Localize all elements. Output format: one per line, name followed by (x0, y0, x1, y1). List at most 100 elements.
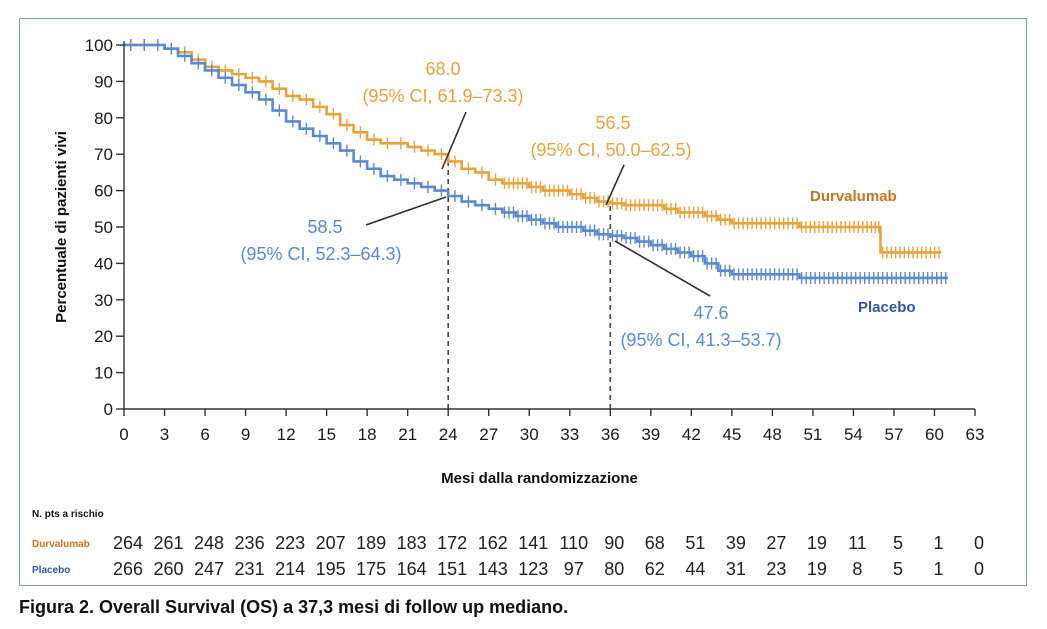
risk-value: 143 (478, 559, 508, 579)
x-tick-label: 45 (722, 425, 741, 444)
y-tick-label: 50 (94, 218, 113, 237)
risk-value: 223 (275, 533, 305, 553)
risk-value: 236 (235, 533, 265, 553)
x-tick-label: 9 (241, 425, 250, 444)
y-tick-label: 90 (94, 72, 113, 91)
figure-frame: 0 10 20 30 40 50 60 70 80 90 100 0 3 6 9 12 15 18 21 24 27 30… (19, 18, 1027, 586)
risk-value: 261 (154, 533, 184, 553)
x-tick-label: 27 (479, 425, 498, 444)
risk-value: 11 (848, 533, 867, 553)
x-tick-label: 30 (520, 425, 539, 444)
axes: 0 10 20 30 40 50 60 70 80 90 100 0 3 6 9 12 15 18 21 24 27 30… (53, 36, 984, 487)
risk-value: 19 (807, 533, 827, 553)
annotation-ci: (95% CI, 41.3–53.7) (620, 330, 781, 350)
risk-value: 214 (275, 559, 305, 579)
y-tick-label: 0 (104, 400, 113, 419)
annotation-pointer (605, 164, 625, 206)
annotation-pointers (365, 111, 711, 297)
risk-value: 189 (356, 533, 386, 553)
annotation-value: 68.0 (425, 59, 460, 79)
x-tick-label: 39 (641, 425, 660, 444)
risk-value: 110 (559, 533, 588, 553)
x-tick-label: 0 (119, 425, 128, 444)
risk-value: 5 (893, 533, 903, 553)
risk-value: 62 (645, 559, 665, 579)
risk-value: 247 (194, 559, 224, 579)
risk-value: 19 (807, 559, 827, 579)
risk-value: 97 (564, 559, 584, 579)
y-tick-label: 80 (94, 109, 113, 128)
risk-value: 231 (235, 559, 265, 579)
reference-lines (447, 161, 612, 409)
risk-table-title: N. pts a rischio (32, 509, 104, 520)
risk-value: 68 (645, 533, 665, 553)
x-tick-label: 54 (844, 425, 863, 444)
x-tick-label: 33 (560, 425, 579, 444)
risk-value: 44 (685, 559, 705, 579)
risk-value: 5 (893, 559, 903, 579)
x-tick-label: 42 (682, 425, 701, 444)
y-tick-label: 70 (94, 145, 113, 164)
risk-value: 27 (766, 533, 786, 553)
x-axis-title: Mesi dalla randomizzazione (441, 470, 638, 487)
annotation-value: 56.5 (595, 113, 630, 133)
risk-value: 195 (316, 559, 346, 579)
x-tick-label: 57 (884, 425, 903, 444)
x-tick-label: 15 (317, 425, 336, 444)
chart-labels: Durvalumab Placebo 68.0 (95% CI, 61.9–73.3)… (240, 59, 915, 350)
annotation-value: 58.5 (307, 217, 342, 237)
risk-value: 175 (356, 559, 386, 579)
x-tick-label: 60 (925, 425, 944, 444)
x-tick-label: 24 (439, 425, 458, 444)
censor-marks-placebo (130, 39, 947, 284)
x-tick-label: 48 (763, 425, 782, 444)
annotation-pointer (441, 111, 467, 170)
annotation-pointer (614, 240, 711, 297)
y-tick-label: 30 (94, 291, 113, 310)
y-tick-label: 60 (94, 182, 113, 201)
risk-value: 90 (604, 533, 624, 553)
x-tick-label: 21 (398, 425, 417, 444)
annotation-pointer (365, 196, 447, 226)
y-tick-label: 10 (94, 364, 113, 383)
risk-value: 0 (974, 559, 984, 579)
risk-value: 141 (518, 533, 548, 553)
risk-value: 1 (933, 559, 943, 579)
annotation-ci: (95% CI, 50.0–62.5) (530, 140, 691, 160)
risk-value: 266 (113, 559, 143, 579)
x-tick-label: 18 (358, 425, 377, 444)
x-tick-label: 63 (966, 425, 985, 444)
figure-caption: Figura 2. Overall Survival (OS) a 37,3 m… (19, 597, 569, 617)
risk-value: 260 (154, 559, 184, 579)
risk-value: 183 (397, 533, 427, 553)
risk-value: 8 (852, 559, 862, 579)
risk-value: 80 (604, 559, 624, 579)
risk-value: 207 (316, 533, 346, 553)
risk-value: 248 (194, 533, 224, 553)
x-tick-label: 36 (601, 425, 620, 444)
annotation-ci: (95% CI, 52.3–64.3) (240, 244, 401, 264)
y-tick-label: 100 (85, 36, 113, 55)
x-tick-label: 12 (277, 425, 296, 444)
series-label-durvalumab: Durvalumab (810, 188, 897, 205)
annotation-ci: (95% CI, 61.9–73.3) (362, 86, 523, 106)
risk-row-label-durvalumab: Durvalumab (32, 539, 90, 550)
risk-value: 164 (397, 559, 427, 579)
annotation-value: 47.6 (693, 303, 728, 323)
risk-row-label-placebo: Placebo (32, 565, 70, 576)
x-tick-label: 6 (200, 425, 209, 444)
censor-marks-durvalumab (130, 39, 940, 259)
risk-value: 1 (933, 533, 943, 553)
risk-value: 23 (766, 559, 786, 579)
y-axis-title: Percentuale di pazienti vivi (53, 131, 70, 323)
risk-value: 151 (437, 559, 467, 579)
risk-value: 39 (726, 533, 746, 553)
series-label-placebo: Placebo (858, 299, 916, 316)
risk-value: 123 (518, 559, 548, 579)
risk-value: 264 (113, 533, 143, 553)
risk-value: 51 (685, 533, 705, 553)
risk-value: 172 (437, 533, 467, 553)
y-tick-label: 40 (94, 254, 113, 273)
y-tick-label: 20 (94, 327, 113, 346)
